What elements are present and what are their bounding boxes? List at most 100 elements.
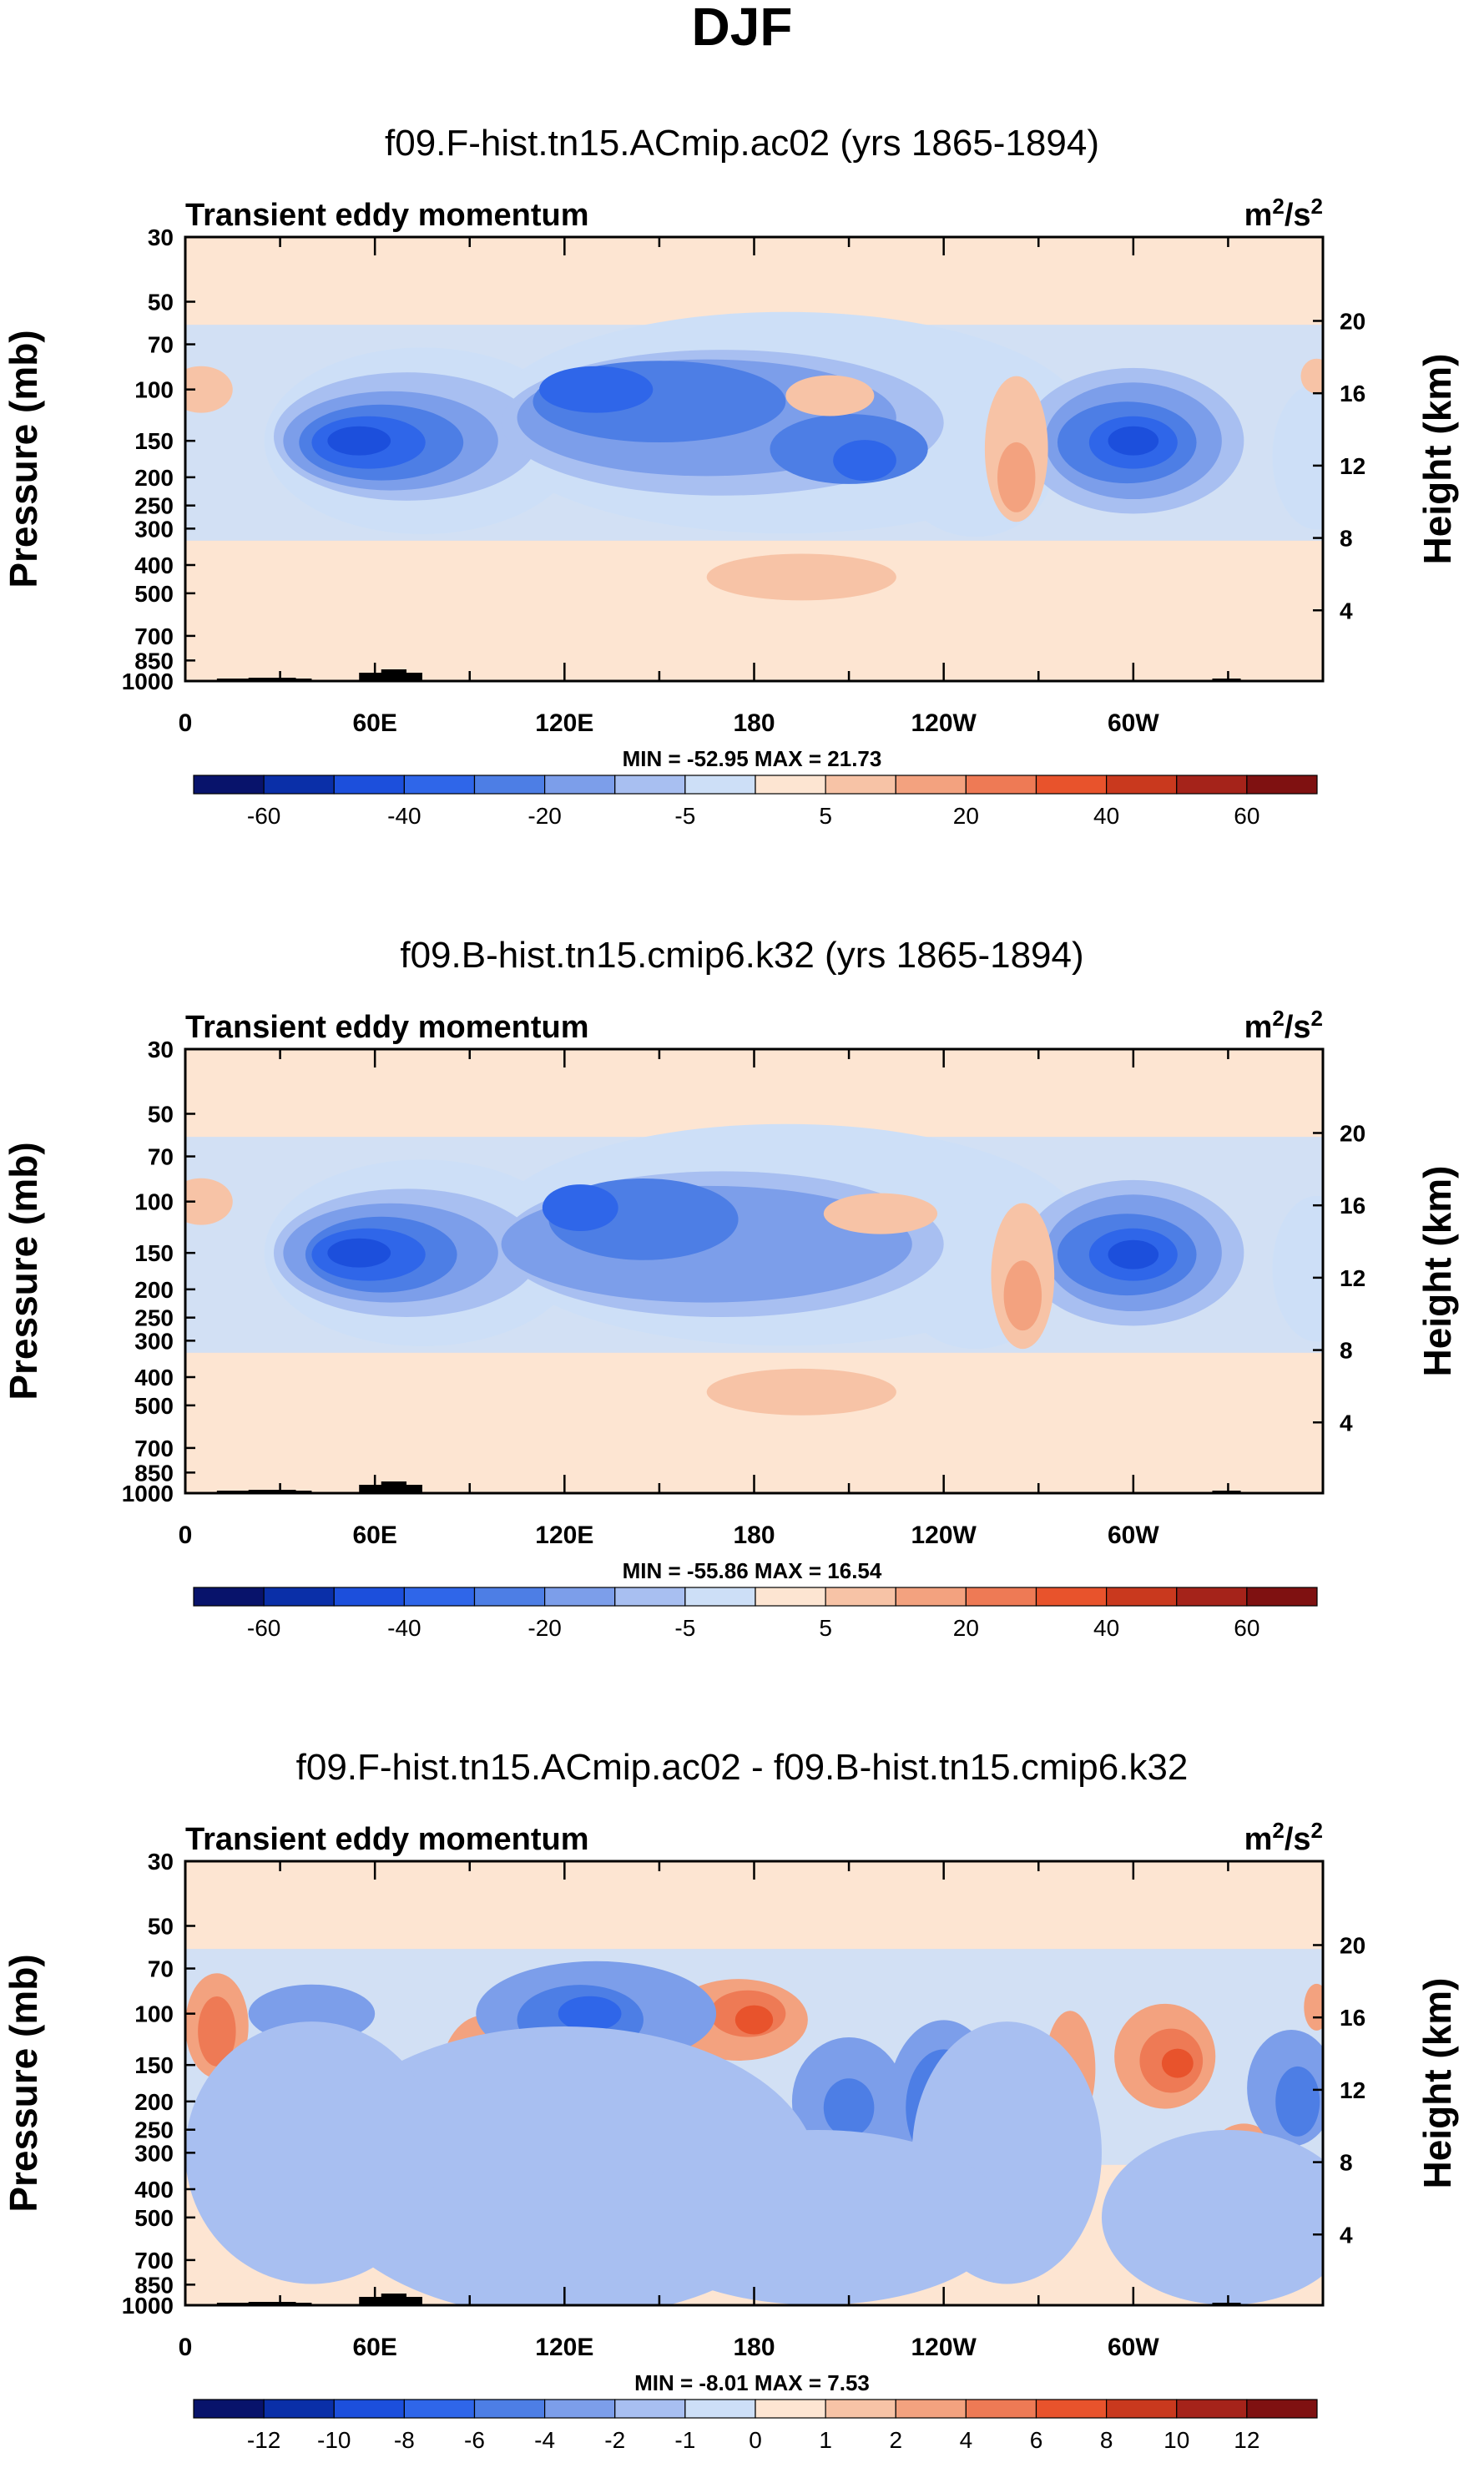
colorbar-swatch xyxy=(684,2399,756,2419)
contour-blob xyxy=(833,440,896,482)
y-tick-label: 70 xyxy=(148,332,174,358)
panel-title: f09.F-hist.tn15.ACmip.ac02 (yrs 1865-189… xyxy=(385,123,1099,164)
colorbar-swatch xyxy=(333,2399,405,2419)
colorbar-swatch xyxy=(895,2399,967,2419)
colorbar-swatch xyxy=(1035,2399,1108,2419)
y-tick-label: 30 xyxy=(148,1037,174,1062)
colorbar-swatch xyxy=(965,2399,1037,2419)
terrain xyxy=(381,669,407,681)
y-tick-label: 1000 xyxy=(122,1481,174,1506)
y-tick-label: 70 xyxy=(148,1144,174,1170)
y-tick-label: 30 xyxy=(148,225,174,250)
colorbar-swatch xyxy=(895,775,967,795)
contour-blob xyxy=(1003,1260,1042,1331)
y-right-tick-label: 16 xyxy=(1340,1193,1365,1219)
x-tick-label: 120W xyxy=(911,2334,977,2361)
colorbar-tick-label: 5 xyxy=(819,803,832,829)
colorbar-swatch xyxy=(825,1587,896,1607)
colorbar-tick-label: -12 xyxy=(247,2427,280,2453)
panel-1: f09.F-hist.tn15.ACmip.ac02 (yrs 1865-189… xyxy=(2,123,1459,771)
y-right-tick-label: 12 xyxy=(1340,2077,1365,2103)
colorbar-swatch xyxy=(473,1587,546,1607)
y-tick-label: 100 xyxy=(134,1189,174,1215)
panel-3: f09.F-hist.tn15.ACmip.ac02 - f09.B-hist.… xyxy=(2,1747,1459,2395)
colorbar-tick-label: 2 xyxy=(889,2427,902,2453)
y-tick-label: 150 xyxy=(134,2052,174,2078)
y-tick-label: 700 xyxy=(134,2248,174,2274)
colorbar-swatch xyxy=(1176,775,1248,795)
y-tick-label: 1000 xyxy=(122,2293,174,2319)
panel-subtitle: Transient eddy momentum xyxy=(185,198,589,233)
y-tick-label: 70 xyxy=(148,1956,174,1982)
colorbar-swatch xyxy=(403,2399,476,2419)
contour-blob xyxy=(185,2021,438,2284)
y-tick-label: 500 xyxy=(134,581,174,607)
y-tick-label: 700 xyxy=(134,1436,174,1461)
contour-blob xyxy=(185,1178,233,1225)
y-right-tick-label: 12 xyxy=(1340,1265,1365,1291)
contour-blob xyxy=(185,366,233,413)
contour-field xyxy=(185,237,1323,681)
y-tick-label: 50 xyxy=(148,290,174,315)
colorbar-tick-label: 20 xyxy=(953,1615,979,1641)
colorbar-tick-label: 60 xyxy=(1234,1615,1259,1641)
colorbar-swatch xyxy=(684,1587,756,1607)
y-right-axis-title: Height (km) xyxy=(1416,354,1459,565)
y-tick-label: 850 xyxy=(134,2272,174,2298)
colorbar-3: -12 -10 -8 -6 -4 -2 -1 0 1 2 4 6 8 10 12 xyxy=(193,2399,1318,2453)
colorbar-swatch xyxy=(965,775,1037,795)
contour-blob xyxy=(542,1184,618,1232)
colorbar-swatch xyxy=(1035,1587,1108,1607)
contour-blob xyxy=(1300,358,1323,394)
colorbar-tick-label: -60 xyxy=(247,803,280,829)
x-tick-label: 180 xyxy=(733,2334,775,2361)
colorbar-swatch xyxy=(263,1587,335,1607)
colorbar-tick-label: 40 xyxy=(1093,1615,1119,1641)
y-tick-label: 150 xyxy=(134,428,174,454)
colorbar-swatch xyxy=(895,1587,967,1607)
y-right-tick-label: 16 xyxy=(1340,381,1365,406)
colorbar-swatch xyxy=(965,1587,1037,1607)
y-tick-label: 100 xyxy=(134,377,174,403)
colorbar-swatch xyxy=(755,775,826,795)
y-tick-label: 200 xyxy=(134,2089,174,2115)
contour-blob xyxy=(1272,383,1323,530)
colorbar-tick-label: -20 xyxy=(527,1615,561,1641)
y-tick-label: 400 xyxy=(134,2177,174,2203)
y-tick-label: 700 xyxy=(134,623,174,649)
y-right-tick-label: 20 xyxy=(1340,1120,1365,1146)
y-tick-label: 300 xyxy=(134,1328,174,1354)
colorbar-swatch xyxy=(825,2399,896,2419)
colorbar-swatch xyxy=(684,775,756,795)
y-right-tick-label: 4 xyxy=(1340,1410,1353,1436)
colorbar-tick-label: -60 xyxy=(247,1615,280,1641)
colorbar-tick-label: 4 xyxy=(960,2427,973,2453)
colorbar-tick-label: -2 xyxy=(604,2427,625,2453)
y-tick-label: 100 xyxy=(134,2001,174,2027)
colorbar-swatch xyxy=(1176,2399,1248,2419)
contour-blob xyxy=(823,1193,938,1234)
figure-title: DJF xyxy=(692,0,793,57)
contour-blob xyxy=(539,366,654,413)
colorbar-tick-label: 8 xyxy=(1100,2427,1113,2453)
colorbar-swatch xyxy=(263,775,335,795)
colorbar-tick-label: -40 xyxy=(387,803,421,829)
colorbar-tick-label: 6 xyxy=(1030,2427,1043,2453)
x-tick-label: 0 xyxy=(179,1522,193,1549)
colorbar-swatch xyxy=(263,2399,335,2419)
contour-blob xyxy=(327,426,391,456)
colorbar-tick-label: -5 xyxy=(674,803,695,829)
x-tick-label: 180 xyxy=(733,709,775,737)
colorbar-swatch xyxy=(473,775,546,795)
y-axis-title: Pressure (mb) xyxy=(2,1954,45,2212)
panel-title: f09.F-hist.tn15.ACmip.ac02 - f09.B-hist.… xyxy=(296,1747,1189,1788)
colorbar-tick-label: 1 xyxy=(819,2427,832,2453)
y-tick-label: 1000 xyxy=(122,669,174,694)
y-tick-label: 500 xyxy=(134,1393,174,1419)
colorbar-swatch xyxy=(193,775,265,795)
y-right-tick-label: 8 xyxy=(1340,526,1353,552)
y-tick-label: 250 xyxy=(134,1305,174,1331)
x-tick-label: 120E xyxy=(535,1522,593,1549)
colorbar-swatch xyxy=(544,1587,616,1607)
y-tick-label: 500 xyxy=(134,2205,174,2231)
